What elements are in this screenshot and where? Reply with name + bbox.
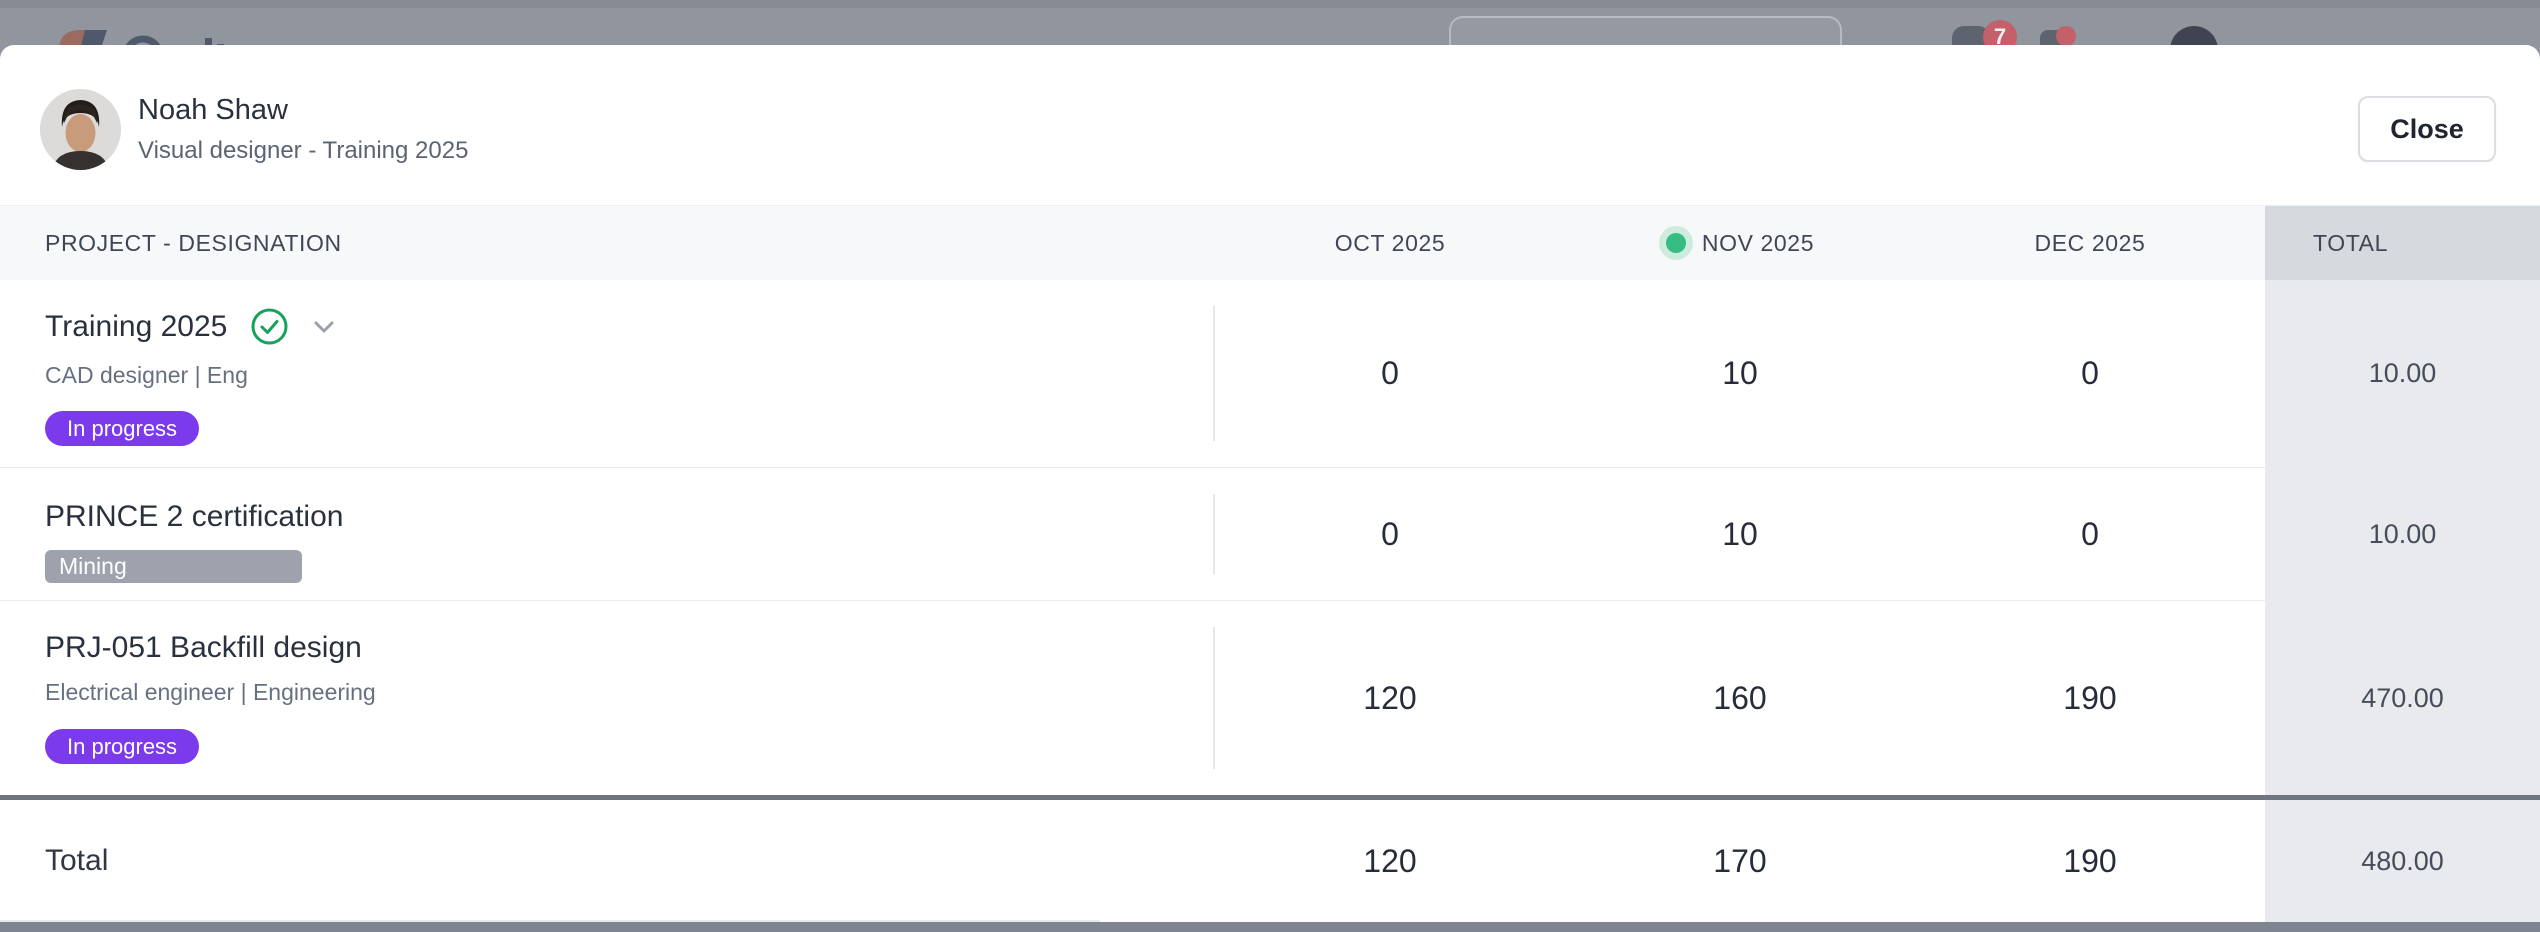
allocation-cell[interactable]: 0: [2081, 515, 2099, 552]
allocation-modal: Noah Shaw Visual designer - Training 202…: [0, 45, 2540, 922]
totals-label: Total: [45, 844, 109, 877]
modal-header: Noah Shaw Visual designer - Training 202…: [0, 45, 2540, 205]
person-avatar: [40, 89, 121, 170]
column-header-project: PROJECT - DESIGNATION: [45, 229, 342, 256]
category-badge: Mining: [45, 550, 302, 583]
notification-dot: [2056, 26, 2076, 46]
active-month-dot: [1665, 233, 1686, 253]
column-header-nov[interactable]: NOV 2025: [1565, 206, 1915, 280]
status-badge: In progress: [45, 411, 200, 446]
allocation-cell[interactable]: 0: [1381, 355, 1399, 391]
grand-total: 480.00: [2361, 845, 2444, 876]
row-total: 10.00: [2368, 358, 2437, 388]
column-total: 170: [1713, 842, 1767, 879]
chevron-down-icon[interactable]: [310, 313, 338, 341]
row-total: 470.00: [2361, 682, 2444, 713]
allocation-cell[interactable]: 10: [1722, 355, 1758, 391]
column-divider: [1213, 306, 1215, 441]
table-header-row: PROJECT - DESIGNATION OCT 2025 NOV 2025 …: [0, 205, 2540, 280]
column-total: 190: [2063, 842, 2117, 879]
project-designation: CAD designer | Eng: [45, 362, 248, 388]
allocation-cell[interactable]: 120: [1363, 679, 1417, 716]
person-role-subtitle: Visual designer - Training 2025: [138, 137, 469, 164]
status-badge: In progress: [45, 729, 200, 764]
totals-row: Total 120 170 190 480.00: [0, 795, 2540, 922]
column-header-oct[interactable]: OCT 2025: [1334, 229, 1446, 256]
table-row: Training 2025 CAD designer | Eng In prog…: [0, 280, 2540, 468]
person-name: Noah Shaw: [138, 94, 288, 126]
project-designation: Electrical engineer | Engineering: [45, 679, 376, 705]
project-title[interactable]: PRJ-051 Backfill design: [45, 631, 362, 664]
column-header-dec[interactable]: DEC 2025: [2034, 229, 2146, 256]
close-button[interactable]: Close: [2358, 96, 2496, 162]
column-divider: [1213, 494, 1215, 574]
table-row: PRJ-051 Backfill design Electrical engin…: [0, 601, 2540, 795]
check-circle-icon: [251, 308, 288, 345]
allocation-cell[interactable]: 10: [1722, 515, 1758, 552]
table-row: PRINCE 2 certification Mining 0 10 0 10.…: [0, 468, 2540, 601]
allocation-cell[interactable]: 160: [1713, 679, 1767, 716]
column-total: 120: [1363, 842, 1417, 879]
allocation-cell[interactable]: 0: [2081, 355, 2099, 391]
row-total: 10.00: [2368, 518, 2437, 549]
allocation-cell[interactable]: 0: [1381, 515, 1399, 552]
project-title[interactable]: PRINCE 2 certification: [45, 500, 344, 533]
allocation-cell[interactable]: 190: [2063, 679, 2117, 716]
project-title[interactable]: Training 2025: [45, 309, 228, 343]
column-header-total: TOTAL: [2265, 206, 2540, 280]
bottom-scroll-strip: [0, 920, 2540, 932]
column-divider: [1213, 627, 1215, 769]
